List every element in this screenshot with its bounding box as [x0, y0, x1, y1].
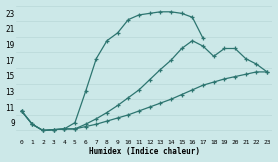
X-axis label: Humidex (Indice chaleur): Humidex (Indice chaleur) [89, 147, 200, 156]
